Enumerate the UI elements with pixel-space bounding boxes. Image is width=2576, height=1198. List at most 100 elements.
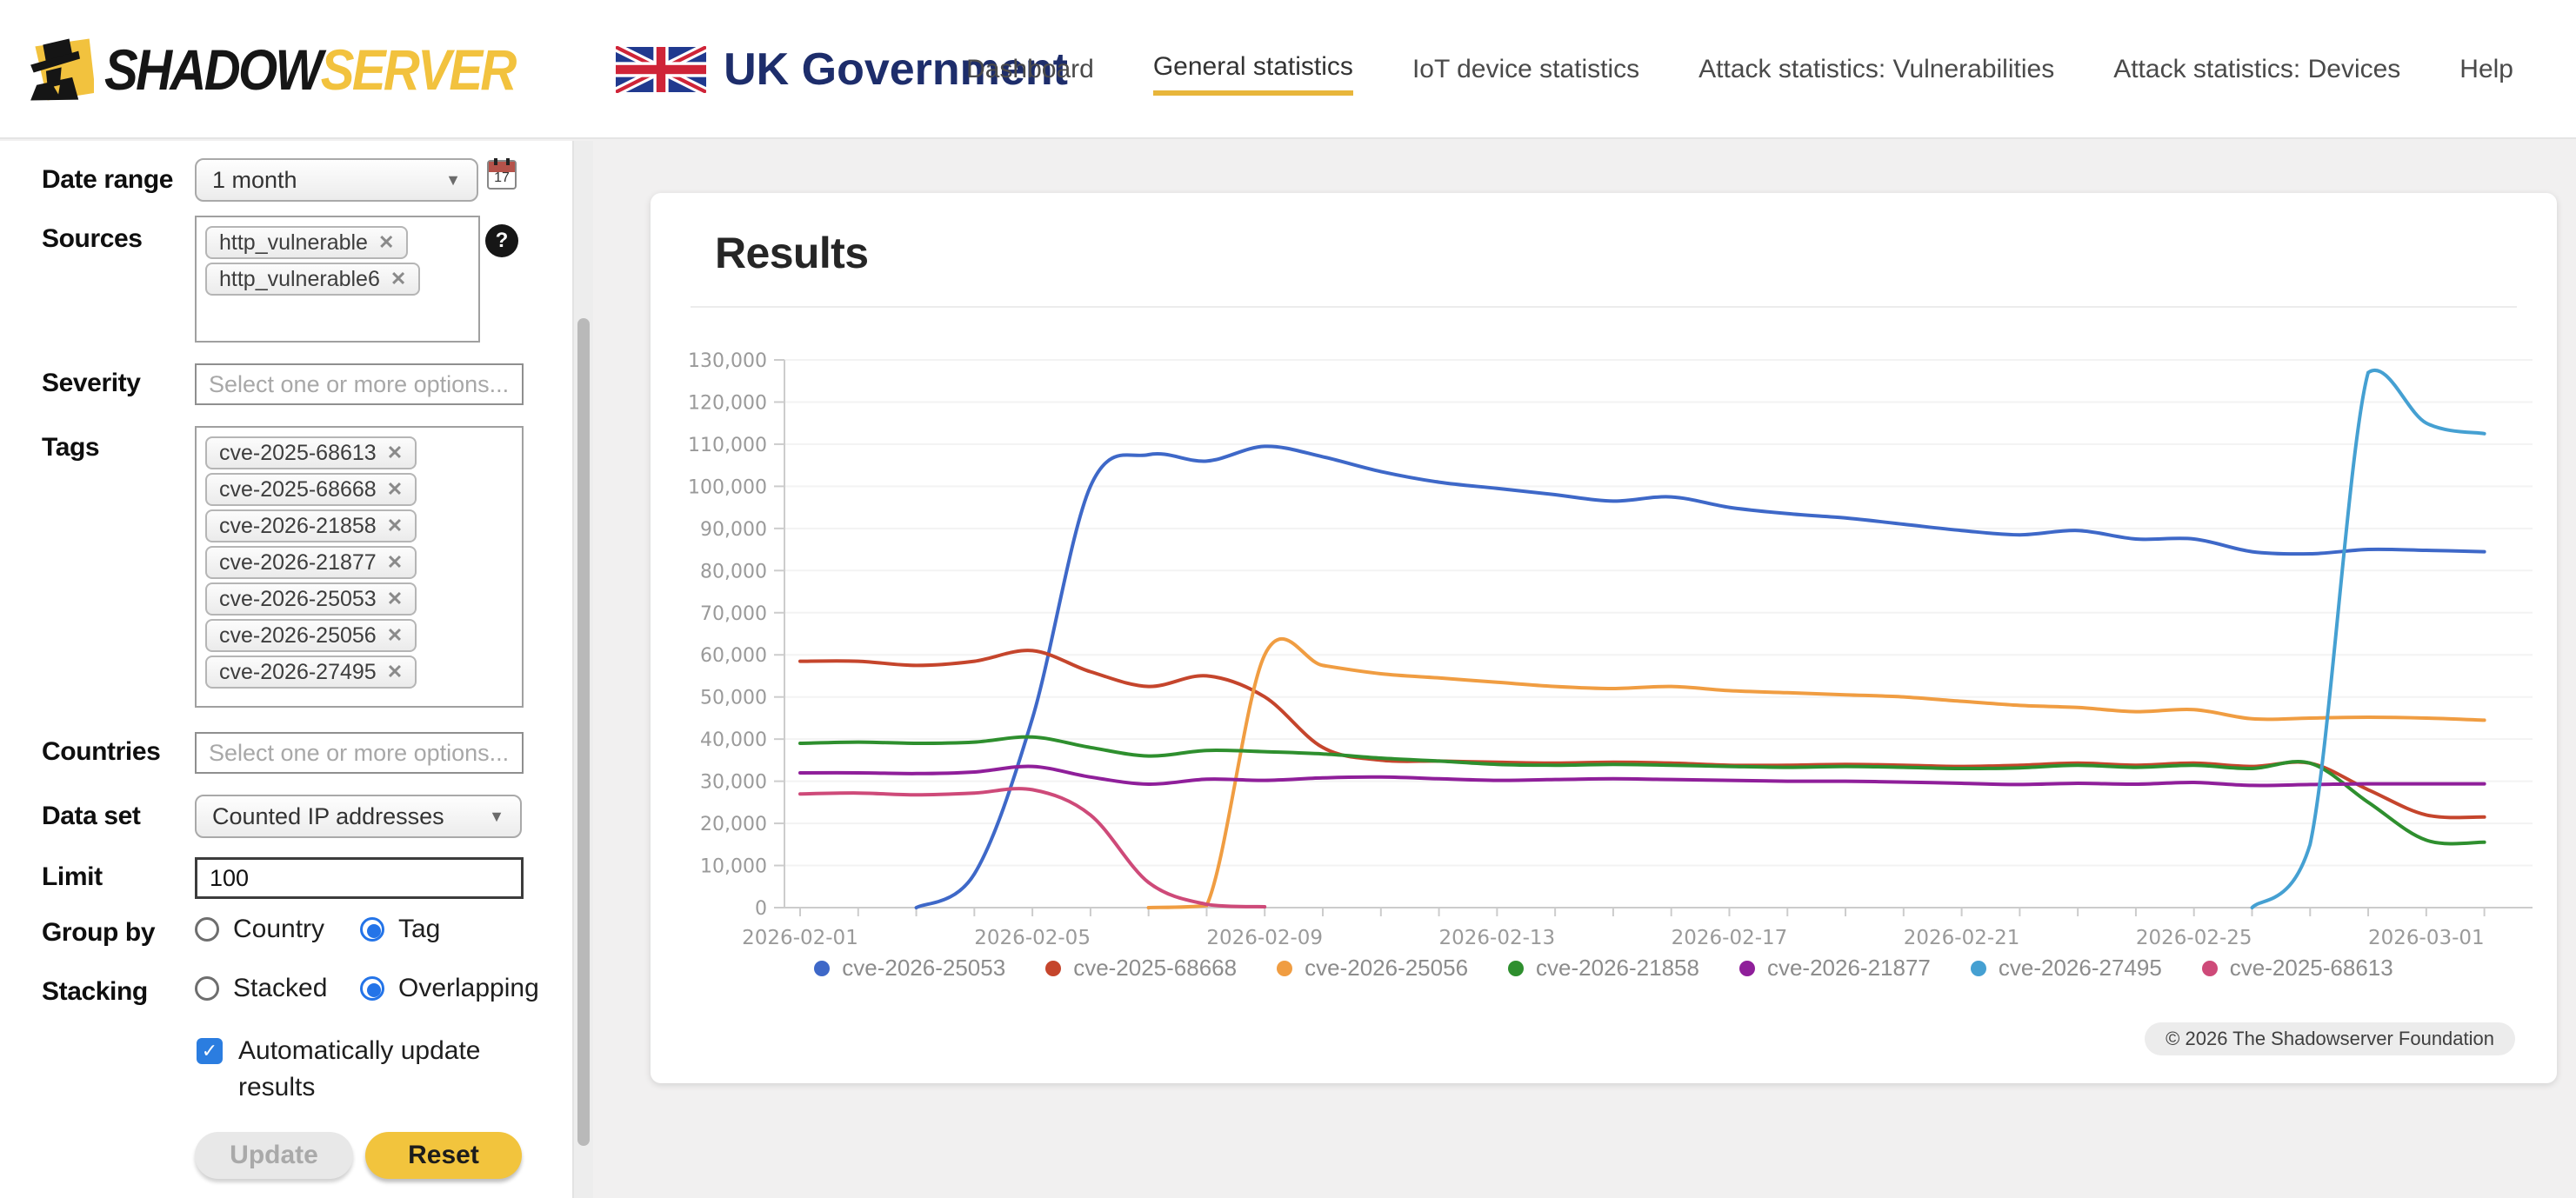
chip-label: http_vulnerable6	[219, 266, 380, 291]
legend-label: cve-2026-25053	[842, 955, 1006, 981]
date-range-select[interactable]: 1 month ▼	[195, 158, 478, 202]
chip-label: cve-2026-21877	[219, 549, 377, 575]
nav-item-attack-statistics-devices[interactable]: Attack statistics: Devices	[2113, 55, 2401, 83]
series-line-cve-2026-25056	[1146, 637, 2486, 909]
data-set-select[interactable]: Counted IP addresses ▼	[195, 795, 522, 838]
legend-dot-icon	[1970, 960, 1986, 976]
shadowserver-logo[interactable]: SHADOWSERVER UK Government	[24, 12, 1068, 127]
calendar-pin	[506, 158, 510, 165]
nav-item-iot-device-statistics[interactable]: IoT device statistics	[1411, 55, 1640, 83]
sidebar-scrollbar-thumb[interactable]	[577, 318, 590, 1146]
chip-remove-icon[interactable]: ✕	[377, 231, 395, 253]
legend-item-cve-2025-68668[interactable]: cve-2025-68668	[1045, 955, 1237, 982]
svg-text:2026-02-13: 2026-02-13	[1439, 927, 1556, 949]
limit-input[interactable]	[195, 857, 524, 899]
radio-label: Stacked	[233, 974, 328, 1002]
svg-text:0: 0	[755, 898, 767, 920]
sources-box[interactable]: http_vulnerable ✕ http_vulnerable6 ✕	[195, 216, 480, 343]
radio-unchecked-icon[interactable]	[195, 976, 219, 1001]
chip-remove-icon[interactable]: ✕	[386, 442, 404, 463]
chip-cve-2026-27495[interactable]: cve-2026-27495 ✕	[205, 656, 417, 689]
svg-text:110,000: 110,000	[688, 435, 767, 456]
brand-wordmark: SHADOWSERVER	[104, 37, 517, 103]
auto-update-checkbox[interactable]: ✓	[197, 1038, 223, 1064]
copyright-badge: © 2026 The Shadowserver Foundation	[2145, 1022, 2515, 1055]
radio-unchecked-icon[interactable]	[195, 917, 219, 942]
help-icon[interactable]: ?	[485, 224, 518, 257]
legend-item-cve-2025-68613[interactable]: cve-2025-68613	[2201, 955, 2393, 982]
uk-flag-icon	[616, 46, 707, 93]
svg-text:90,000: 90,000	[700, 519, 767, 541]
svg-text:20,000: 20,000	[700, 814, 767, 835]
chip-cve-2026-25056[interactable]: cve-2026-25056 ✕	[205, 619, 417, 652]
nav-item-dashboard[interactable]: Dashboard	[966, 55, 1094, 83]
countries-input[interactable]	[195, 732, 524, 774]
card-divider	[691, 306, 2517, 308]
group-by-options: Country Tag	[195, 915, 440, 944]
chip-cve-2026-21858[interactable]: cve-2026-21858 ✕	[205, 509, 417, 542]
svg-text:2026-03-01: 2026-03-01	[2368, 927, 2485, 949]
chip-label: cve-2025-68668	[219, 476, 377, 502]
radio-checked-icon[interactable]	[360, 976, 384, 1001]
legend-dot-icon	[1045, 960, 1062, 976]
sources-label: Sources	[42, 224, 143, 253]
content-area: Results 0 10,000 20,000 30,000 40,000 50,000 6…	[593, 141, 2576, 1198]
radio-option-country[interactable]: Country	[195, 915, 360, 944]
nav-item-general-statistics[interactable]: General statistics	[1152, 52, 1353, 96]
chip-http_vulnerable6[interactable]: http_vulnerable6 ✕	[205, 263, 421, 296]
svg-text:30,000: 30,000	[700, 772, 767, 794]
chip-cve-2025-68613[interactable]: cve-2025-68613 ✕	[205, 436, 417, 469]
nav-item-help[interactable]: Help	[2459, 55, 2513, 83]
legend-item-cve-2026-21877[interactable]: cve-2026-21877	[1738, 955, 1931, 982]
legend-dot-icon	[2201, 960, 2218, 976]
radio-option-stacked[interactable]: Stacked	[195, 974, 360, 1003]
svg-text:50,000: 50,000	[700, 688, 767, 709]
radio-label: Country	[233, 915, 325, 943]
sidebar-scrollbar-track	[572, 141, 593, 1198]
chip-cve-2026-21877[interactable]: cve-2026-21877 ✕	[205, 546, 417, 579]
nav-item-attack-statistics-vulnerabilities[interactable]: Attack statistics: Vulnerabilities	[1698, 55, 2055, 83]
legend-dot-icon	[814, 960, 831, 976]
legend-label: cve-2025-68613	[2229, 955, 2393, 981]
svg-text:2026-02-17: 2026-02-17	[1672, 927, 1788, 949]
chevron-down-icon: ▼	[489, 807, 504, 825]
legend-item-cve-2026-25053[interactable]: cve-2026-25053	[814, 955, 1005, 982]
legend-label: cve-2026-25056	[1305, 955, 1469, 981]
legend-dot-icon	[1738, 960, 1755, 976]
chart-legend: cve-2026-25053 cve-2025-68668 cve-2026-250…	[651, 955, 2557, 982]
chip-cve-2026-25053[interactable]: cve-2026-25053 ✕	[205, 582, 417, 616]
legend-label: cve-2026-21858	[1536, 955, 1699, 981]
chip-remove-icon[interactable]: ✕	[386, 588, 404, 609]
chip-remove-icon[interactable]: ✕	[390, 268, 407, 290]
stacking-options: Stacked Overlapping	[195, 974, 539, 1003]
legend-item-cve-2026-25056[interactable]: cve-2026-25056	[1277, 955, 1468, 982]
radio-checked-icon[interactable]	[360, 917, 384, 942]
radio-option-tag[interactable]: Tag	[360, 915, 440, 944]
radio-label: Tag	[398, 915, 441, 943]
tags-box[interactable]: cve-2025-68613 ✕ cve-2025-68668 ✕ cve-2026-2…	[195, 426, 524, 708]
severity-input[interactable]	[195, 363, 524, 405]
chip-cve-2025-68668[interactable]: cve-2025-68668 ✕	[205, 473, 417, 506]
chip-remove-icon[interactable]: ✕	[386, 551, 404, 573]
chip-remove-icon[interactable]: ✕	[386, 478, 404, 500]
update-button[interactable]: Update	[195, 1132, 353, 1179]
chip-remove-icon[interactable]: ✕	[386, 624, 404, 646]
radio-option-overlapping[interactable]: Overlapping	[360, 974, 539, 1003]
svg-text:2026-02-25: 2026-02-25	[2136, 927, 2252, 949]
legend-item-cve-2026-27495[interactable]: cve-2026-27495	[1970, 955, 2162, 982]
top-header: SHADOWSERVER UK Government Dashboard Gene…	[0, 0, 2576, 139]
svg-text:10,000: 10,000	[700, 856, 767, 878]
legend-item-cve-2026-21858[interactable]: cve-2026-21858	[1508, 955, 1699, 982]
chip-remove-icon[interactable]: ✕	[386, 515, 404, 536]
chip-http_vulnerable[interactable]: http_vulnerable ✕	[205, 226, 409, 259]
svg-text:100,000: 100,000	[688, 476, 767, 498]
series-line-cve-2026-21858	[798, 735, 2486, 846]
series-line-cve-2025-68668	[798, 649, 2486, 820]
data-set-label: Data set	[42, 802, 141, 830]
chip-label: cve-2026-25056	[219, 622, 377, 648]
chip-remove-icon[interactable]: ✕	[386, 661, 404, 682]
calendar-icon[interactable]: 17	[487, 158, 517, 190]
main-nav: Dashboard General statistics IoT device st…	[966, 0, 2513, 139]
reset-button[interactable]: Reset	[365, 1132, 522, 1179]
